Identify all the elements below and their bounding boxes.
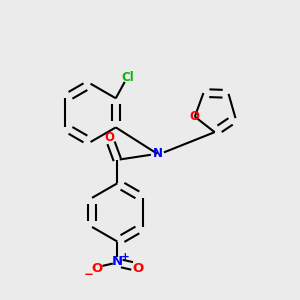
Text: O: O xyxy=(132,262,143,275)
Text: O: O xyxy=(92,262,103,275)
Text: N: N xyxy=(152,147,162,161)
Text: +: + xyxy=(121,252,130,262)
Text: Cl: Cl xyxy=(121,71,134,84)
Text: N: N xyxy=(112,255,123,268)
Text: −: − xyxy=(84,268,94,281)
Text: O: O xyxy=(190,110,200,123)
Text: O: O xyxy=(104,131,114,144)
